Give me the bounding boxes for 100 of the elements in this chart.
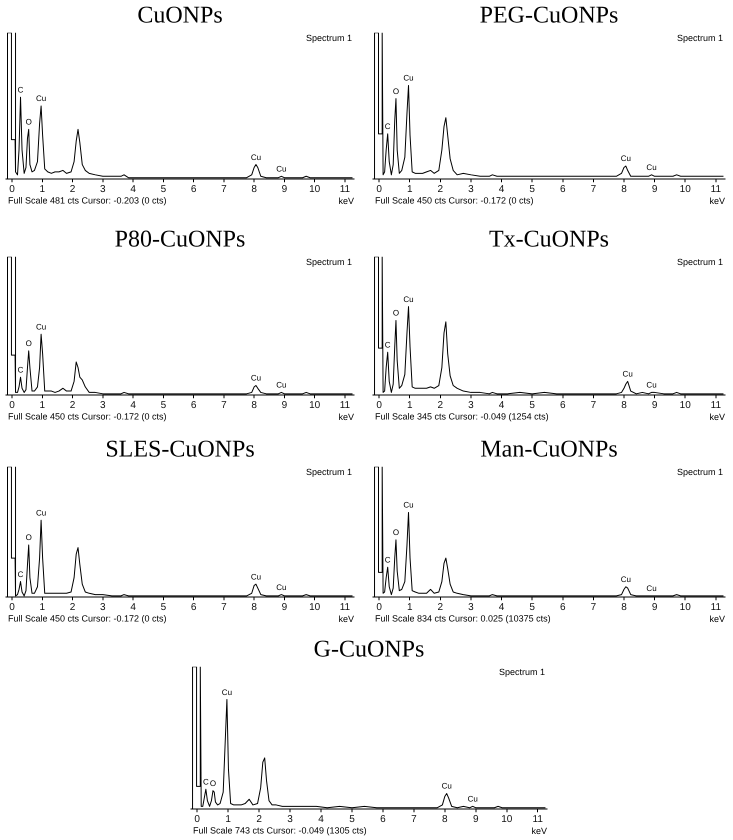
x-axis-title: keV [338, 614, 354, 624]
x-tick-label: 3 [468, 602, 474, 613]
x-tick-label: 11 [710, 602, 722, 613]
x-tick-label: 5 [529, 184, 536, 195]
x-tick-label: 8 [621, 184, 628, 195]
annotation: Cu [276, 582, 286, 592]
chart-title: G-CuONPs [314, 636, 424, 663]
text: Full Scale 743 cts Cursor: -0.049 (1305 cts) [193, 825, 367, 836]
x-tick-label: 10 [680, 602, 692, 613]
annotation: Cu [442, 782, 452, 791]
annotation: Cu [276, 380, 286, 390]
chart-title: P80-CuONPs [114, 226, 246, 253]
x-tick-label: 1 [406, 400, 413, 411]
x-tick-label: 6 [190, 602, 197, 613]
x-tick-label: 4 [130, 400, 136, 411]
x-tick-label: 8 [621, 602, 628, 613]
x-tick-label: 1 [40, 602, 46, 613]
text: Full Scale 450 cts Cursor: -0.172 (0 cts) [375, 195, 534, 206]
text: Full Scale 450 cts Cursor: -0.172 (0 cts) [8, 411, 167, 422]
x-tick-label: 3 [100, 602, 106, 613]
x-tick-label: 8 [442, 814, 448, 825]
x-tick-label: 1 [40, 400, 46, 411]
annotation: Cu [36, 322, 46, 332]
chart-title: CuONPs [137, 2, 223, 29]
x-tick-label: 7 [221, 400, 228, 411]
annotation: C [384, 340, 391, 350]
text: Full Scale 450 cts Cursor: -0.172 (0 cts) [8, 613, 167, 624]
x-axis-title: keV [338, 196, 354, 206]
annotation: Spectrum 1 [676, 256, 723, 267]
annotation: C [202, 777, 209, 786]
x-tick-label: 9 [282, 184, 288, 195]
chart-title: SLES-CuONPs [105, 436, 255, 463]
x-tick-label: 5 [349, 814, 356, 825]
x-tick-label: 9 [652, 602, 658, 613]
x-tick-label: 7 [411, 814, 418, 825]
x-tick-label: 9 [282, 602, 288, 613]
x-tick-label: 6 [190, 184, 197, 195]
x-tick-label: 4 [318, 814, 324, 825]
x-tick-label: 1 [406, 184, 413, 195]
x-tick-label: 8 [251, 400, 258, 411]
annotation: O [26, 533, 32, 542]
x-tick-label: 11 [340, 184, 351, 195]
x-tick-label: 5 [160, 400, 167, 411]
x-tick-label: 8 [251, 184, 258, 195]
annotation: Spectrum 1 [498, 666, 545, 677]
x-tick-label: 0 [9, 184, 16, 195]
x-tick-label: 11 [340, 602, 351, 613]
annotation: Cu [403, 294, 414, 304]
x-tick-label: 7 [590, 184, 597, 195]
chart-title: PEG-CuONPs [480, 2, 618, 29]
x-tick-label: 4 [130, 602, 136, 613]
x-tick-label: 2 [438, 602, 444, 613]
text: Full Scale 834 cts Cursor: 0.025 (10375 cts) [375, 613, 551, 624]
x-axis-title: keV [338, 412, 354, 422]
x-tick-label: 0 [9, 400, 16, 411]
x-tick-label: 6 [190, 400, 197, 411]
annotation: Spectrum 1 [306, 32, 352, 43]
x-tick-label: 10 [309, 602, 321, 613]
annotation: Cu [276, 164, 286, 174]
annotation: C [18, 570, 24, 579]
x-tick-label: 5 [160, 184, 167, 195]
x-tick-label: 7 [221, 184, 228, 195]
annotation: Spectrum 1 [306, 256, 352, 267]
chart-title: Tx-CuONPs [488, 226, 610, 253]
x-tick-label: 1 [406, 602, 413, 613]
annotation: Cu [622, 370, 633, 379]
annotation: Cu [646, 163, 657, 172]
x-tick-label: 6 [380, 814, 386, 825]
annotation: Cu [620, 574, 631, 584]
x-tick-label: 5 [529, 602, 536, 613]
x-tick-label: 3 [468, 400, 474, 411]
x-tick-label: 4 [498, 400, 505, 411]
x-axis-title: keV [709, 196, 725, 206]
x-axis-title: keV [709, 614, 725, 624]
annotation: Cu [250, 572, 262, 582]
annotation: O [392, 528, 400, 538]
annotation: C [18, 85, 24, 94]
annotation: Cu [36, 508, 46, 518]
x-tick-label: 4 [498, 184, 505, 195]
x-tick-label: 7 [590, 602, 597, 613]
x-tick-label: 0 [376, 602, 382, 613]
x-tick-label: 1 [225, 814, 232, 825]
x-tick-label: 9 [282, 400, 288, 411]
x-tick-label: 11 [710, 184, 722, 195]
x-tick-label: 0 [376, 400, 382, 411]
annotation: Spectrum 1 [306, 466, 352, 477]
x-tick-label: 10 [501, 814, 513, 825]
x-tick-label: 5 [529, 400, 536, 411]
annotation: Cu [250, 374, 262, 383]
x-tick-label: 3 [468, 184, 474, 195]
annotation: O [26, 339, 32, 348]
annotation: Cu [646, 380, 657, 390]
x-tick-label: 2 [70, 400, 76, 411]
x-tick-label: 2 [438, 400, 444, 411]
x-tick-label: 9 [473, 814, 480, 825]
annotation: Spectrum 1 [676, 32, 723, 43]
x-tick-label: 8 [251, 602, 258, 613]
x-tick-label: 11 [532, 814, 544, 825]
x-tick-label: 4 [498, 602, 505, 613]
annotation: Cu [468, 794, 478, 804]
